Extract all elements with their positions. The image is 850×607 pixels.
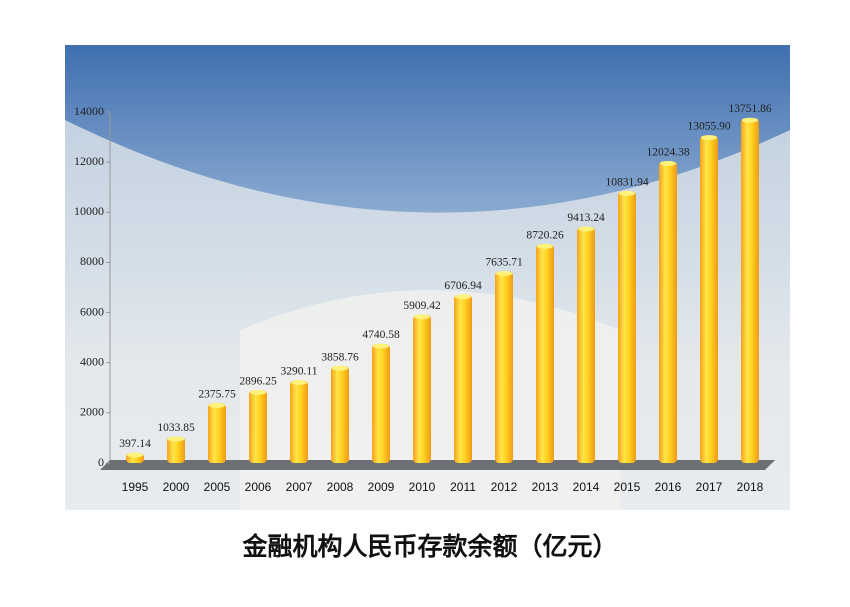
value-label: 8720.26 — [526, 229, 564, 241]
value-label: 9413.24 — [567, 212, 605, 224]
bar — [331, 366, 349, 463]
bar — [413, 314, 431, 463]
value-label: 2896.25 — [239, 375, 277, 387]
bar — [372, 344, 390, 463]
bar — [536, 244, 554, 463]
x-tick-label: 2007 — [286, 480, 313, 494]
y-tick-label: 10000 — [74, 204, 104, 218]
x-tick-label: 2017 — [696, 480, 723, 494]
bar-cap — [209, 402, 225, 408]
chart-title: 金融机构人民币存款余额（亿元） — [241, 532, 617, 561]
bar — [208, 403, 226, 463]
bar-cap — [496, 271, 512, 277]
x-tick-label: 2006 — [245, 480, 272, 494]
value-label: 2375.75 — [198, 388, 236, 400]
value-label: 6706.94 — [444, 280, 482, 292]
x-tick-label: 2014 — [573, 480, 600, 494]
value-label: 13055.90 — [687, 121, 730, 133]
bar-cap — [373, 343, 389, 349]
x-tick-label: 1995 — [122, 480, 149, 494]
bar-cap — [332, 365, 348, 371]
x-tick-label: 2013 — [532, 480, 559, 494]
bar-cap — [127, 452, 143, 458]
value-label: 5909.42 — [403, 300, 441, 312]
value-label: 13751.86 — [728, 103, 771, 115]
bar-cap — [619, 190, 635, 196]
bar — [454, 294, 472, 463]
bar-cap — [250, 389, 266, 395]
y-tick-label: 0 — [98, 455, 104, 469]
x-tick-label: 2010 — [409, 480, 436, 494]
value-label: 10831.94 — [605, 176, 648, 188]
y-tick-label: 14000 — [74, 104, 104, 118]
bar — [700, 135, 718, 464]
y-tick-label: 12000 — [74, 154, 104, 168]
bar — [495, 271, 513, 463]
bar — [618, 191, 636, 463]
x-tick-label: 2018 — [737, 480, 764, 494]
x-tick-label: 2016 — [655, 480, 682, 494]
bar-cap — [414, 314, 430, 320]
value-label: 1033.85 — [157, 422, 195, 434]
bar-cap — [291, 380, 307, 386]
bar — [659, 161, 677, 463]
bar-cap — [742, 117, 758, 123]
bar — [167, 437, 185, 463]
bar-cap — [701, 135, 717, 141]
x-tick-label: 2005 — [204, 480, 231, 494]
bar — [577, 226, 595, 463]
bar-cap — [660, 161, 676, 167]
bar — [290, 380, 308, 463]
bar — [741, 118, 759, 463]
value-label: 3290.11 — [281, 366, 318, 378]
x-tick-label: 2008 — [327, 480, 354, 494]
y-tick-label: 4000 — [80, 354, 104, 368]
y-tick-label: 8000 — [80, 254, 104, 268]
x-tick-label: 2015 — [614, 480, 641, 494]
x-tick-label: 2009 — [368, 480, 395, 494]
value-label: 4740.58 — [362, 329, 400, 341]
y-tick-label: 2000 — [80, 405, 104, 419]
y-tick-label: 6000 — [80, 304, 104, 318]
value-label: 397.14 — [119, 438, 151, 450]
value-label: 12024.38 — [646, 147, 689, 159]
value-label: 7635.71 — [485, 257, 523, 269]
value-label: 3858.76 — [321, 351, 359, 363]
bar-cap — [537, 243, 553, 249]
x-tick-label: 2000 — [163, 480, 190, 494]
floor — [100, 460, 775, 470]
x-tick-label: 2011 — [450, 480, 476, 494]
bar-cap — [455, 294, 471, 300]
x-tick-label: 2012 — [491, 480, 518, 494]
bar-cap — [578, 226, 594, 232]
bar-cap — [168, 436, 184, 442]
bar — [249, 390, 267, 463]
